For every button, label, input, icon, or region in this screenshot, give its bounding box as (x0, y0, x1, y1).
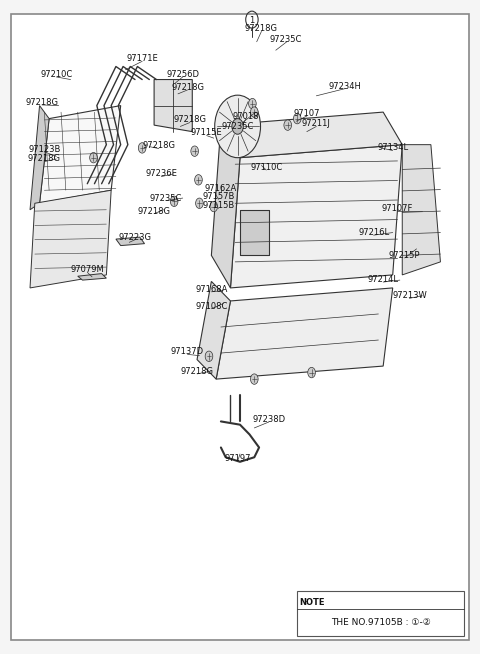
Text: 97236E: 97236E (145, 169, 177, 179)
Circle shape (210, 201, 217, 212)
Text: 97234H: 97234H (328, 82, 361, 90)
FancyBboxPatch shape (297, 591, 464, 636)
Text: 97018: 97018 (232, 112, 259, 121)
Text: 97218G: 97218G (138, 207, 170, 216)
Polygon shape (30, 105, 49, 210)
Circle shape (191, 146, 199, 156)
Circle shape (195, 175, 202, 185)
Text: 97218G: 97218G (28, 154, 61, 164)
Circle shape (170, 196, 178, 207)
Text: 97115E: 97115E (191, 128, 222, 137)
Text: NOTE: NOTE (300, 598, 325, 607)
Text: 97218G: 97218G (180, 367, 214, 376)
Circle shape (138, 143, 146, 153)
Text: 97079M: 97079M (71, 265, 104, 274)
Circle shape (205, 351, 213, 362)
Circle shape (293, 113, 301, 124)
Text: 97218G: 97218G (25, 98, 59, 107)
Circle shape (284, 120, 291, 130)
Text: 97162A: 97162A (205, 184, 237, 194)
Polygon shape (197, 281, 230, 379)
Text: 97115B: 97115B (203, 201, 235, 211)
Text: 97123B: 97123B (28, 145, 60, 154)
Text: 97235C: 97235C (221, 122, 254, 131)
Polygon shape (221, 112, 402, 158)
Circle shape (251, 107, 258, 117)
Bar (240, 210, 269, 255)
Text: 97216L: 97216L (358, 228, 389, 237)
Text: 97137D: 97137D (171, 347, 204, 356)
Circle shape (308, 368, 315, 378)
Text: 97218G: 97218G (245, 24, 278, 33)
Text: 97107: 97107 (294, 109, 320, 118)
Text: 97235C: 97235C (150, 194, 182, 203)
Polygon shape (30, 190, 111, 288)
Text: 97107F: 97107F (382, 204, 413, 213)
Text: 97218G: 97218G (171, 83, 204, 92)
Text: 1: 1 (249, 16, 254, 25)
Text: 97256D: 97256D (166, 70, 199, 79)
Polygon shape (211, 125, 240, 288)
Text: 97168A: 97168A (195, 284, 228, 294)
Text: THE NO.97105B : ①-②: THE NO.97105B : ①-② (331, 617, 431, 627)
Text: 97134L: 97134L (377, 143, 408, 152)
Circle shape (90, 152, 97, 163)
FancyBboxPatch shape (11, 14, 469, 640)
Text: 97210C: 97210C (40, 70, 72, 79)
Text: 97157B: 97157B (203, 192, 235, 201)
Circle shape (232, 118, 243, 134)
Text: 97218G: 97218G (173, 115, 206, 124)
Polygon shape (39, 105, 120, 203)
Text: 97218G: 97218G (143, 141, 175, 150)
Circle shape (251, 374, 258, 385)
Text: 97171E: 97171E (126, 54, 158, 63)
Text: 97215P: 97215P (389, 251, 420, 260)
Text: 97235C: 97235C (269, 35, 301, 44)
Text: 97211J: 97211J (302, 119, 331, 128)
Polygon shape (402, 145, 441, 275)
Text: 97214L: 97214L (368, 275, 399, 284)
Text: 97213W: 97213W (392, 291, 427, 300)
Text: 97223G: 97223G (119, 233, 152, 241)
Polygon shape (154, 80, 192, 131)
Polygon shape (116, 237, 144, 246)
Polygon shape (216, 288, 393, 379)
Polygon shape (78, 273, 107, 280)
Polygon shape (230, 145, 402, 288)
Circle shape (196, 198, 203, 209)
Text: 97110C: 97110C (250, 163, 282, 172)
Bar (240, 210, 269, 255)
Circle shape (249, 98, 256, 109)
Circle shape (215, 95, 261, 158)
Text: 97238D: 97238D (252, 415, 285, 424)
Text: 97197: 97197 (224, 454, 251, 463)
Text: 97108C: 97108C (195, 301, 228, 311)
